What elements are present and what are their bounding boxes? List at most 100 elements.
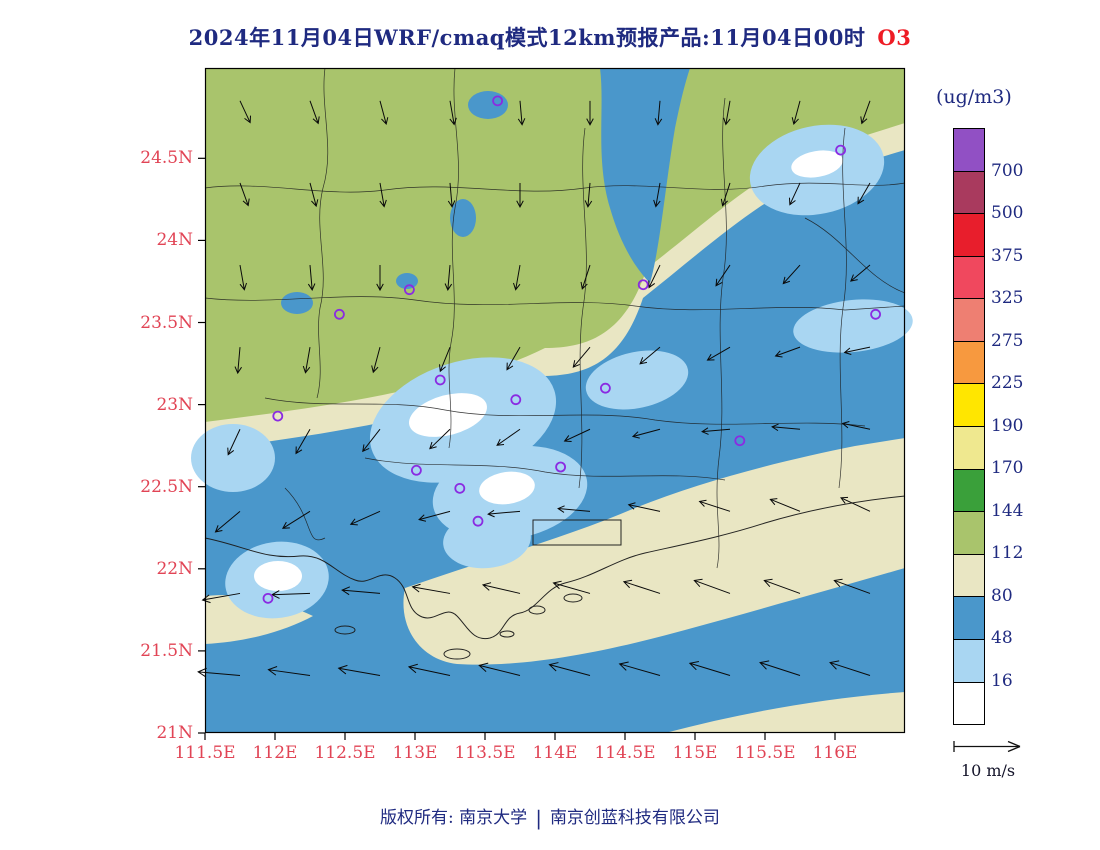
wind-arrow [506,346,521,371]
lat-tick-label: 24.5N [140,148,193,169]
wind-arrow [302,347,311,374]
wind-arrow [850,264,871,282]
contour-region-olive-north [205,68,905,422]
wind-arrow [829,660,871,677]
contour-patch-lightblue-east [793,299,913,353]
wind-arrow [648,264,661,289]
city-marker [870,308,881,320]
title-text: 2024年11月04日WRF/cmaq模式12km预报产品:11月04日00时 [188,25,866,50]
wind-arrow [478,662,521,677]
wind-arrow [843,346,871,355]
colorbar-level-label: 190 [991,415,1024,436]
wind-arrow [481,582,521,594]
contour-core-white [479,471,535,505]
wind-arrow [584,182,593,208]
colorbar-level-label: 375 [991,245,1024,266]
wind-arrow [627,502,661,512]
city-marker [637,279,649,291]
colorbar-unit-label: (ug/m3) [936,86,1012,108]
contour-core-white [409,393,487,437]
colorbar-labels: 700 500 375 325 275 225 190 170 144 112 80 48 16 [991,128,1051,723]
colorbar-level-label: 48 [991,628,1013,648]
wind-arrow [517,100,526,126]
city-marker [835,144,846,156]
o3-contour-fill [191,68,913,733]
colorbar-cell [954,255,984,299]
city-marker [734,435,746,447]
wind-arrow [337,664,381,677]
city-markers [262,95,881,604]
wind-arrow [418,510,451,522]
city-marker [454,482,466,494]
wind-arrow [841,420,871,430]
wind-arrow [563,428,591,442]
colorbar-level-label: 225 [991,373,1024,393]
lon-tick-label: 113E [392,743,438,763]
city-marker [555,461,567,473]
wind-arrow [411,583,451,594]
copyright-owner: 版权所有: 南京大学 [380,808,528,828]
lat-tick-label: 24N [156,230,193,251]
contour-pocket-blue [468,91,508,119]
wind-reference-legend: 10 m/s [946,735,1030,780]
city-marker [472,515,484,527]
colorbar-level-label: 325 [991,288,1024,308]
wind-arrow [214,510,241,533]
colorbar-level-label: 16 [991,670,1013,691]
coastline [204,495,906,660]
city-marker [410,464,422,476]
wind-arrow [774,346,801,358]
wind-arrow [281,510,311,529]
city-marker [510,394,522,406]
colorbar-cell [954,213,984,256]
colorbar-level-label: 700 [991,160,1024,181]
lon-tick-label: 115.5E [734,743,796,763]
wind-arrow [693,578,731,594]
wind-arrow [234,347,242,375]
wind-arrow [201,592,241,604]
wind-arrow [439,346,451,373]
wind-arrow [580,264,591,290]
footer-divider: | [535,806,542,830]
species-label: O3 [877,25,912,50]
wind-arrow [267,666,311,677]
city-marker [272,410,284,422]
colorbar-level-label: 80 [991,585,1013,606]
lat-tick-label: 22N [156,558,193,579]
lat-tick-label: 23N [156,394,193,415]
reference-speed-label: 10 m/s [960,761,1016,780]
map-frame [204,67,906,734]
wind-arrow [720,182,731,207]
wind-arrow [857,182,871,205]
wind-arrow [307,264,316,291]
wind-arrow [586,100,594,126]
city-marker [434,374,446,386]
wind-arrow [723,100,731,126]
wind-arrow [309,100,320,125]
colorbar-cell [954,596,984,639]
wind-arrow [572,346,591,368]
colorbar-cell [954,553,984,597]
wind-arrow [654,100,663,126]
wind-arrow [227,429,241,456]
wind-arrow [771,423,801,432]
colorbar-cell [954,426,984,469]
contour-core-white [791,150,843,178]
wind-arrow [791,100,801,126]
wind-arrow [371,347,381,374]
wind-arrow [449,100,457,126]
wind-arrow [782,264,801,285]
delta-inset-box [532,519,622,546]
contour-pocket-blue [396,273,418,289]
axis-ticks [198,157,836,740]
colorbar-cell [954,383,984,427]
colorbar-cell [954,638,984,682]
copyright-company: 南京创蓝科技有限公司 [549,808,720,828]
wind-arrow [840,496,871,512]
contour-pocket-blue [281,292,313,314]
wind-arrow [706,346,731,361]
city-marker [262,592,274,604]
lon-tick-label: 116E [812,743,858,763]
wind-arrow [239,182,250,207]
